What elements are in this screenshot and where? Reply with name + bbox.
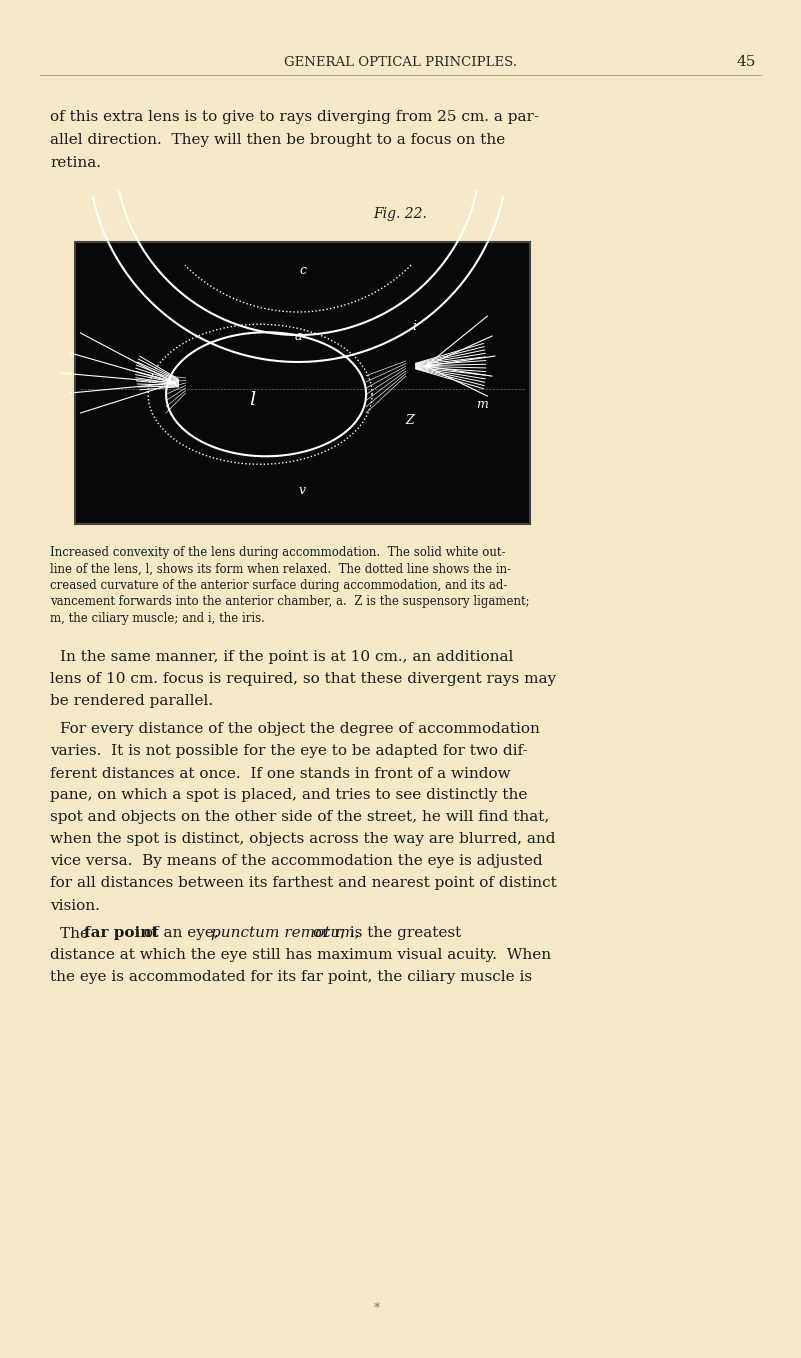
Text: 45: 45 bbox=[736, 56, 755, 69]
Text: of this extra lens is to give to rays diverging from 25 cm. a par-: of this extra lens is to give to rays di… bbox=[50, 110, 539, 124]
Text: Increased convexity of the lens during accommodation.  The solid white out-: Increased convexity of the lens during a… bbox=[50, 546, 505, 559]
Text: vision.: vision. bbox=[50, 899, 100, 913]
Text: a: a bbox=[294, 330, 302, 344]
Text: l: l bbox=[249, 391, 256, 409]
Text: punctum remotum,: punctum remotum, bbox=[211, 926, 360, 941]
Text: of an eye,: of an eye, bbox=[139, 926, 223, 941]
Text: varies.  It is not possible for the eye to be adapted for two dif-: varies. It is not possible for the eye t… bbox=[50, 744, 528, 759]
Text: be rendered parallel.: be rendered parallel. bbox=[50, 694, 213, 709]
Text: pane, on which a spot is placed, and tries to see distinctly the: pane, on which a spot is placed, and tri… bbox=[50, 789, 527, 803]
Text: or r, is the greatest: or r, is the greatest bbox=[308, 926, 461, 941]
Text: far point: far point bbox=[84, 926, 159, 941]
Text: The: The bbox=[60, 926, 94, 941]
Text: vancement forwards into the anterior chamber, a.  Z is the suspensory ligament;: vancement forwards into the anterior cha… bbox=[50, 596, 529, 608]
Text: lens of 10 cm. focus is required, so that these divergent rays may: lens of 10 cm. focus is required, so tha… bbox=[50, 672, 556, 687]
Text: v: v bbox=[299, 483, 306, 497]
Text: allel direction.  They will then be brought to a focus on the: allel direction. They will then be broug… bbox=[50, 133, 505, 147]
Text: For every distance of the object the degree of accommodation: For every distance of the object the deg… bbox=[60, 722, 540, 736]
Text: the eye is accommodated for its far point, the ciliary muscle is: the eye is accommodated for its far poin… bbox=[50, 971, 532, 985]
Text: ferent distances at once.  If one stands in front of a window: ferent distances at once. If one stands … bbox=[50, 766, 510, 781]
Text: creased curvature of the anterior surface during accommodation, and its ad-: creased curvature of the anterior surfac… bbox=[50, 579, 507, 592]
Text: distance at which the eye still has maximum visual acuity.  When: distance at which the eye still has maxi… bbox=[50, 948, 551, 963]
Text: line of the lens, l, shows its form when relaxed.  The dotted line shows the in-: line of the lens, l, shows its form when… bbox=[50, 562, 511, 576]
Text: m: m bbox=[477, 398, 488, 410]
Text: m, the ciliary muscle; and i, the iris.: m, the ciliary muscle; and i, the iris. bbox=[50, 612, 265, 625]
Text: vice versa.  By means of the accommodation the eye is adjusted: vice versa. By means of the accommodatio… bbox=[50, 854, 542, 869]
Text: i: i bbox=[412, 320, 416, 334]
Text: Z: Z bbox=[405, 413, 414, 426]
Text: spot and objects on the other side of the street, he will find that,: spot and objects on the other side of th… bbox=[50, 811, 549, 824]
Text: *: * bbox=[373, 1301, 380, 1315]
Text: In the same manner, if the point is at 10 cm., an additional: In the same manner, if the point is at 1… bbox=[60, 650, 513, 664]
Text: retina.: retina. bbox=[50, 156, 101, 170]
Text: c: c bbox=[299, 263, 306, 277]
Bar bbox=[75, 242, 530, 524]
Text: GENERAL OPTICAL PRINCIPLES.: GENERAL OPTICAL PRINCIPLES. bbox=[284, 56, 517, 68]
Text: Fig. 22.: Fig. 22. bbox=[373, 206, 428, 221]
Text: when the spot is distinct, objects across the way are blurred, and: when the spot is distinct, objects acros… bbox=[50, 832, 556, 846]
Text: for all distances between its farthest and nearest point of distinct: for all distances between its farthest a… bbox=[50, 876, 557, 891]
